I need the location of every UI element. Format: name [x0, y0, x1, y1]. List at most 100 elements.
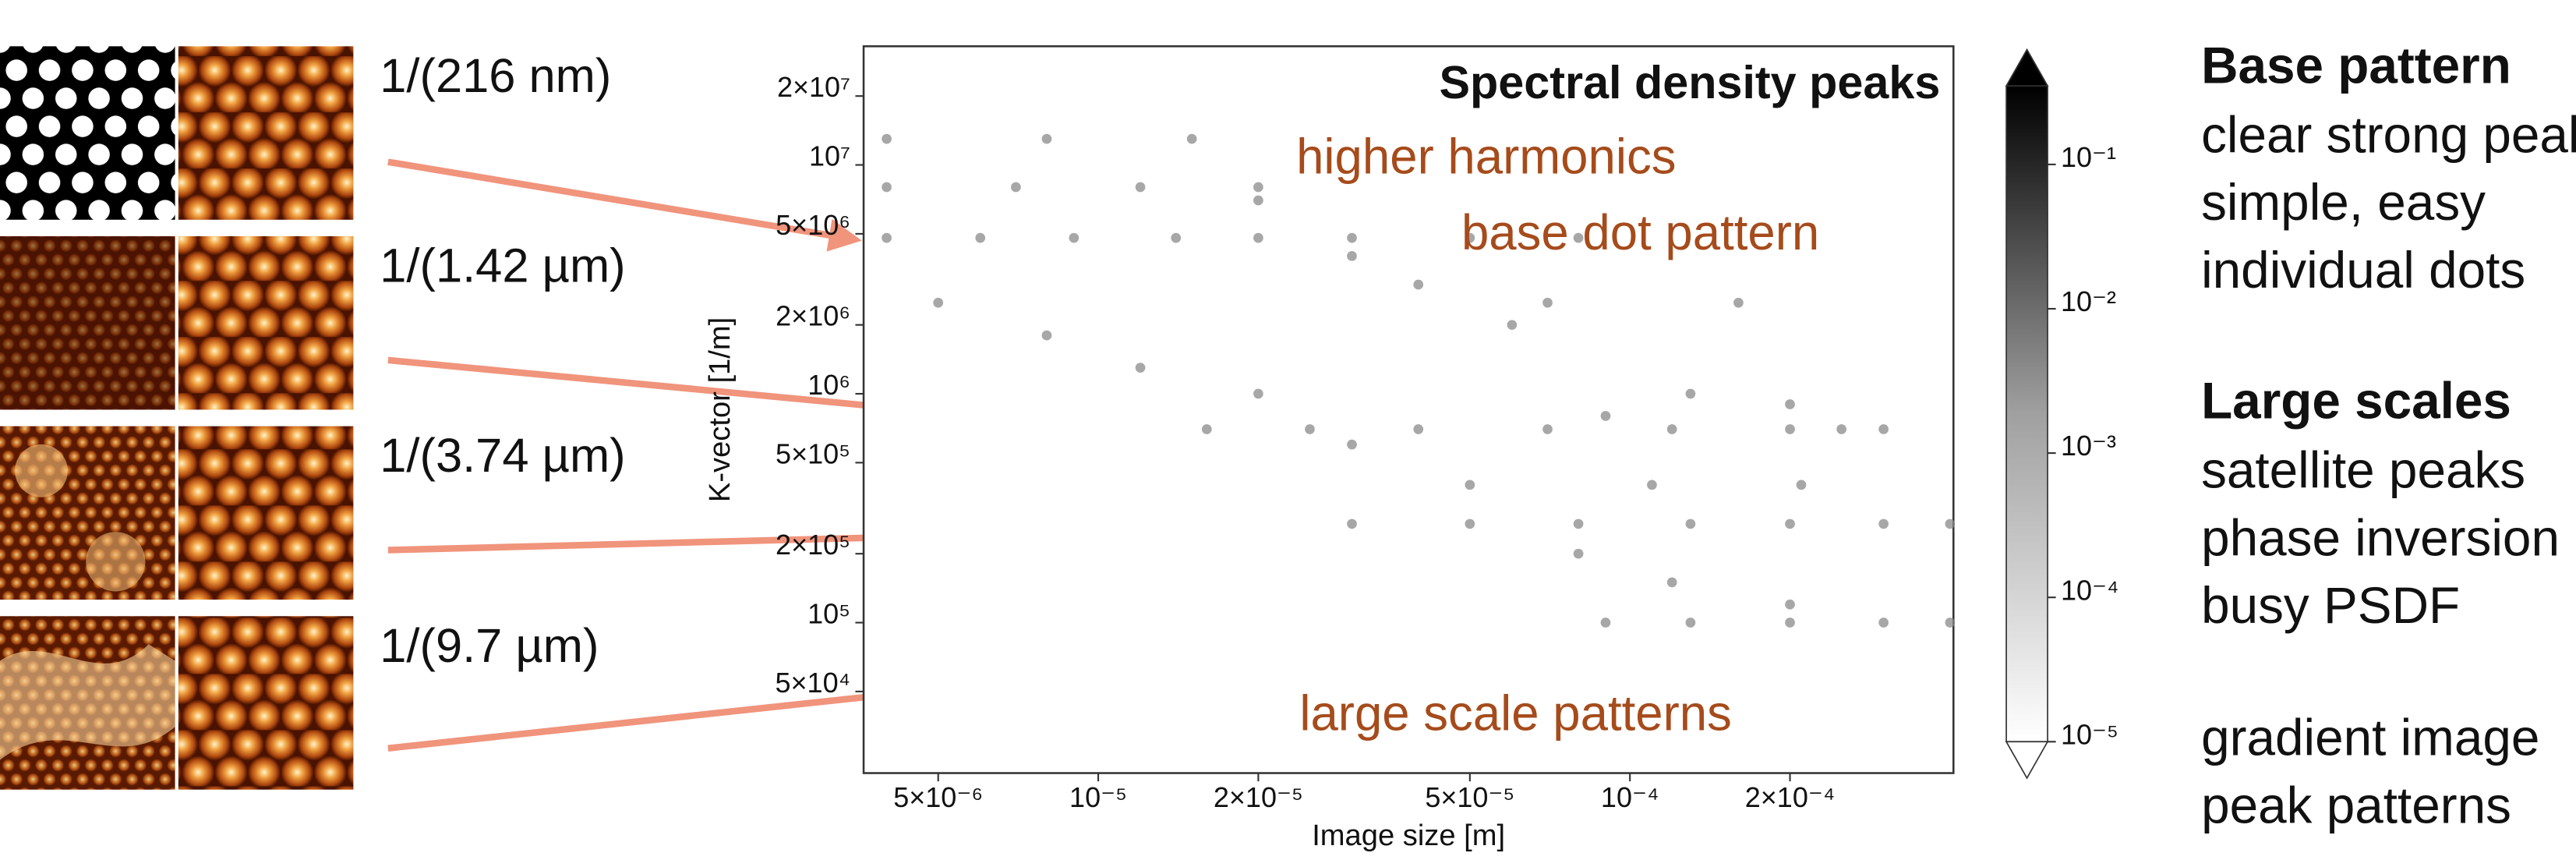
image-overlay	[0, 236, 175, 409]
point	[1187, 134, 1197, 144]
y-tick-label: 10⁷	[809, 140, 850, 172]
x-tick-label: 2×10⁻⁴	[1745, 781, 1836, 813]
y-tick-label: 5×10⁶	[776, 209, 850, 241]
note-line: gradient image	[2201, 710, 2539, 766]
colorbar-extend	[2006, 741, 2048, 778]
y-tick-label: 10⁶	[807, 369, 850, 401]
colorbar-tick-label: 10⁻⁵	[2061, 718, 2118, 750]
note-heading: Base pattern	[2201, 37, 2511, 94]
point	[1136, 363, 1146, 373]
point	[1878, 618, 1889, 628]
point	[1253, 389, 1263, 399]
point	[882, 233, 892, 243]
note-line: satellite peaks	[2201, 441, 2525, 498]
note-line: clear strong peak	[2201, 106, 2576, 163]
point	[1465, 480, 1475, 490]
annotation: large scale patterns	[1299, 685, 1732, 741]
x-tick-label: 2×10⁻⁵	[1214, 781, 1303, 813]
point	[1945, 618, 1956, 628]
point	[1202, 424, 1212, 434]
point	[1878, 519, 1889, 529]
point	[1785, 519, 1795, 529]
point	[1574, 519, 1584, 529]
point	[1507, 320, 1518, 330]
point	[1305, 424, 1315, 434]
point	[1253, 233, 1263, 243]
image	[178, 616, 354, 789]
point	[1797, 480, 1807, 490]
colorbar-tick-label: 10⁻¹	[2061, 141, 2116, 173]
point	[1347, 233, 1357, 243]
point	[1945, 519, 1956, 529]
image	[178, 46, 354, 219]
y-tick-label: 5×10⁴	[776, 667, 851, 699]
point	[1542, 424, 1553, 434]
point	[1574, 549, 1584, 559]
x-tick-label: 10⁻⁵	[1069, 781, 1127, 813]
point	[1253, 196, 1263, 206]
point	[1042, 134, 1052, 144]
colorbar-tick-label: 10⁻³	[2061, 430, 2116, 462]
y-tick-label: 2×10⁵	[776, 529, 850, 561]
image	[0, 46, 175, 219]
point	[882, 182, 892, 193]
annotation: higher harmonics	[1296, 129, 1676, 184]
chart-title: Spectral density peaks	[1439, 56, 1940, 108]
note-line: peak patterns	[2201, 777, 2511, 833]
point	[1542, 298, 1553, 308]
colorbar-extend	[2006, 50, 2048, 87]
point	[933, 298, 943, 308]
y-axis-label: K-vector [1/m]	[703, 317, 737, 502]
image	[178, 236, 354, 409]
point	[1136, 182, 1146, 193]
panel-label: 1/(9.7 µm)	[380, 619, 599, 673]
point	[1785, 424, 1795, 434]
point	[1686, 519, 1696, 529]
page: {"chart_data": { "type": "scatter", "tit…	[0, 0, 2576, 860]
note-line: individual dots	[2201, 242, 2525, 299]
point	[1667, 424, 1677, 434]
note-line: busy PSDF	[2201, 577, 2460, 634]
image-blotch	[86, 532, 145, 591]
point	[1785, 618, 1795, 628]
point	[1647, 480, 1657, 490]
x-tick-label: 5×10⁻⁵	[1425, 781, 1514, 813]
notes: Base pattern clear strong peak simple, eas…	[2201, 37, 2576, 833]
point	[1686, 618, 1696, 628]
point	[1069, 233, 1079, 243]
panel-label: 1/(216 nm)	[380, 49, 611, 103]
image	[178, 426, 354, 600]
point	[1413, 280, 1423, 290]
point	[1413, 424, 1423, 434]
point	[1465, 519, 1475, 529]
note-heading: Large scales	[2201, 372, 2511, 429]
annotation: base dot pattern	[1461, 205, 1819, 260]
point	[1253, 182, 1263, 193]
x-axis-label: Image size [m]	[1312, 819, 1505, 852]
image-panels	[0, 46, 353, 789]
y-tick-label: 2×10⁷	[777, 71, 850, 103]
figure: 1/(216 nm) 1/(1.42 µm) 1/(3.74 µm) 1/(9.…	[0, 0, 2576, 860]
point	[1347, 519, 1357, 529]
y-tick-label: 5×10⁵	[776, 437, 850, 469]
y-tick-label: 10⁵	[807, 598, 850, 630]
point	[1836, 424, 1846, 434]
colorbar-tick-label: 10⁻⁴	[2061, 574, 2119, 606]
point	[1011, 182, 1021, 193]
point	[1733, 298, 1744, 308]
point	[1601, 618, 1611, 628]
point	[1601, 411, 1611, 421]
panel-label: 1/(1.42 µm)	[380, 239, 625, 293]
note-line: simple, easy	[2201, 174, 2486, 231]
point	[1347, 440, 1357, 450]
image-blotch	[15, 444, 68, 497]
panel-label: 1/(3.74 µm)	[380, 429, 625, 483]
x-tick-label: 5×10⁻⁶	[893, 781, 983, 813]
point	[1785, 600, 1795, 610]
x-tick-label: 10⁻⁴	[1601, 781, 1659, 813]
point	[1667, 577, 1677, 587]
point	[1686, 389, 1696, 399]
point	[975, 233, 985, 243]
point	[1042, 331, 1052, 341]
colorbar-tick-label: 10⁻²	[2061, 285, 2116, 317]
